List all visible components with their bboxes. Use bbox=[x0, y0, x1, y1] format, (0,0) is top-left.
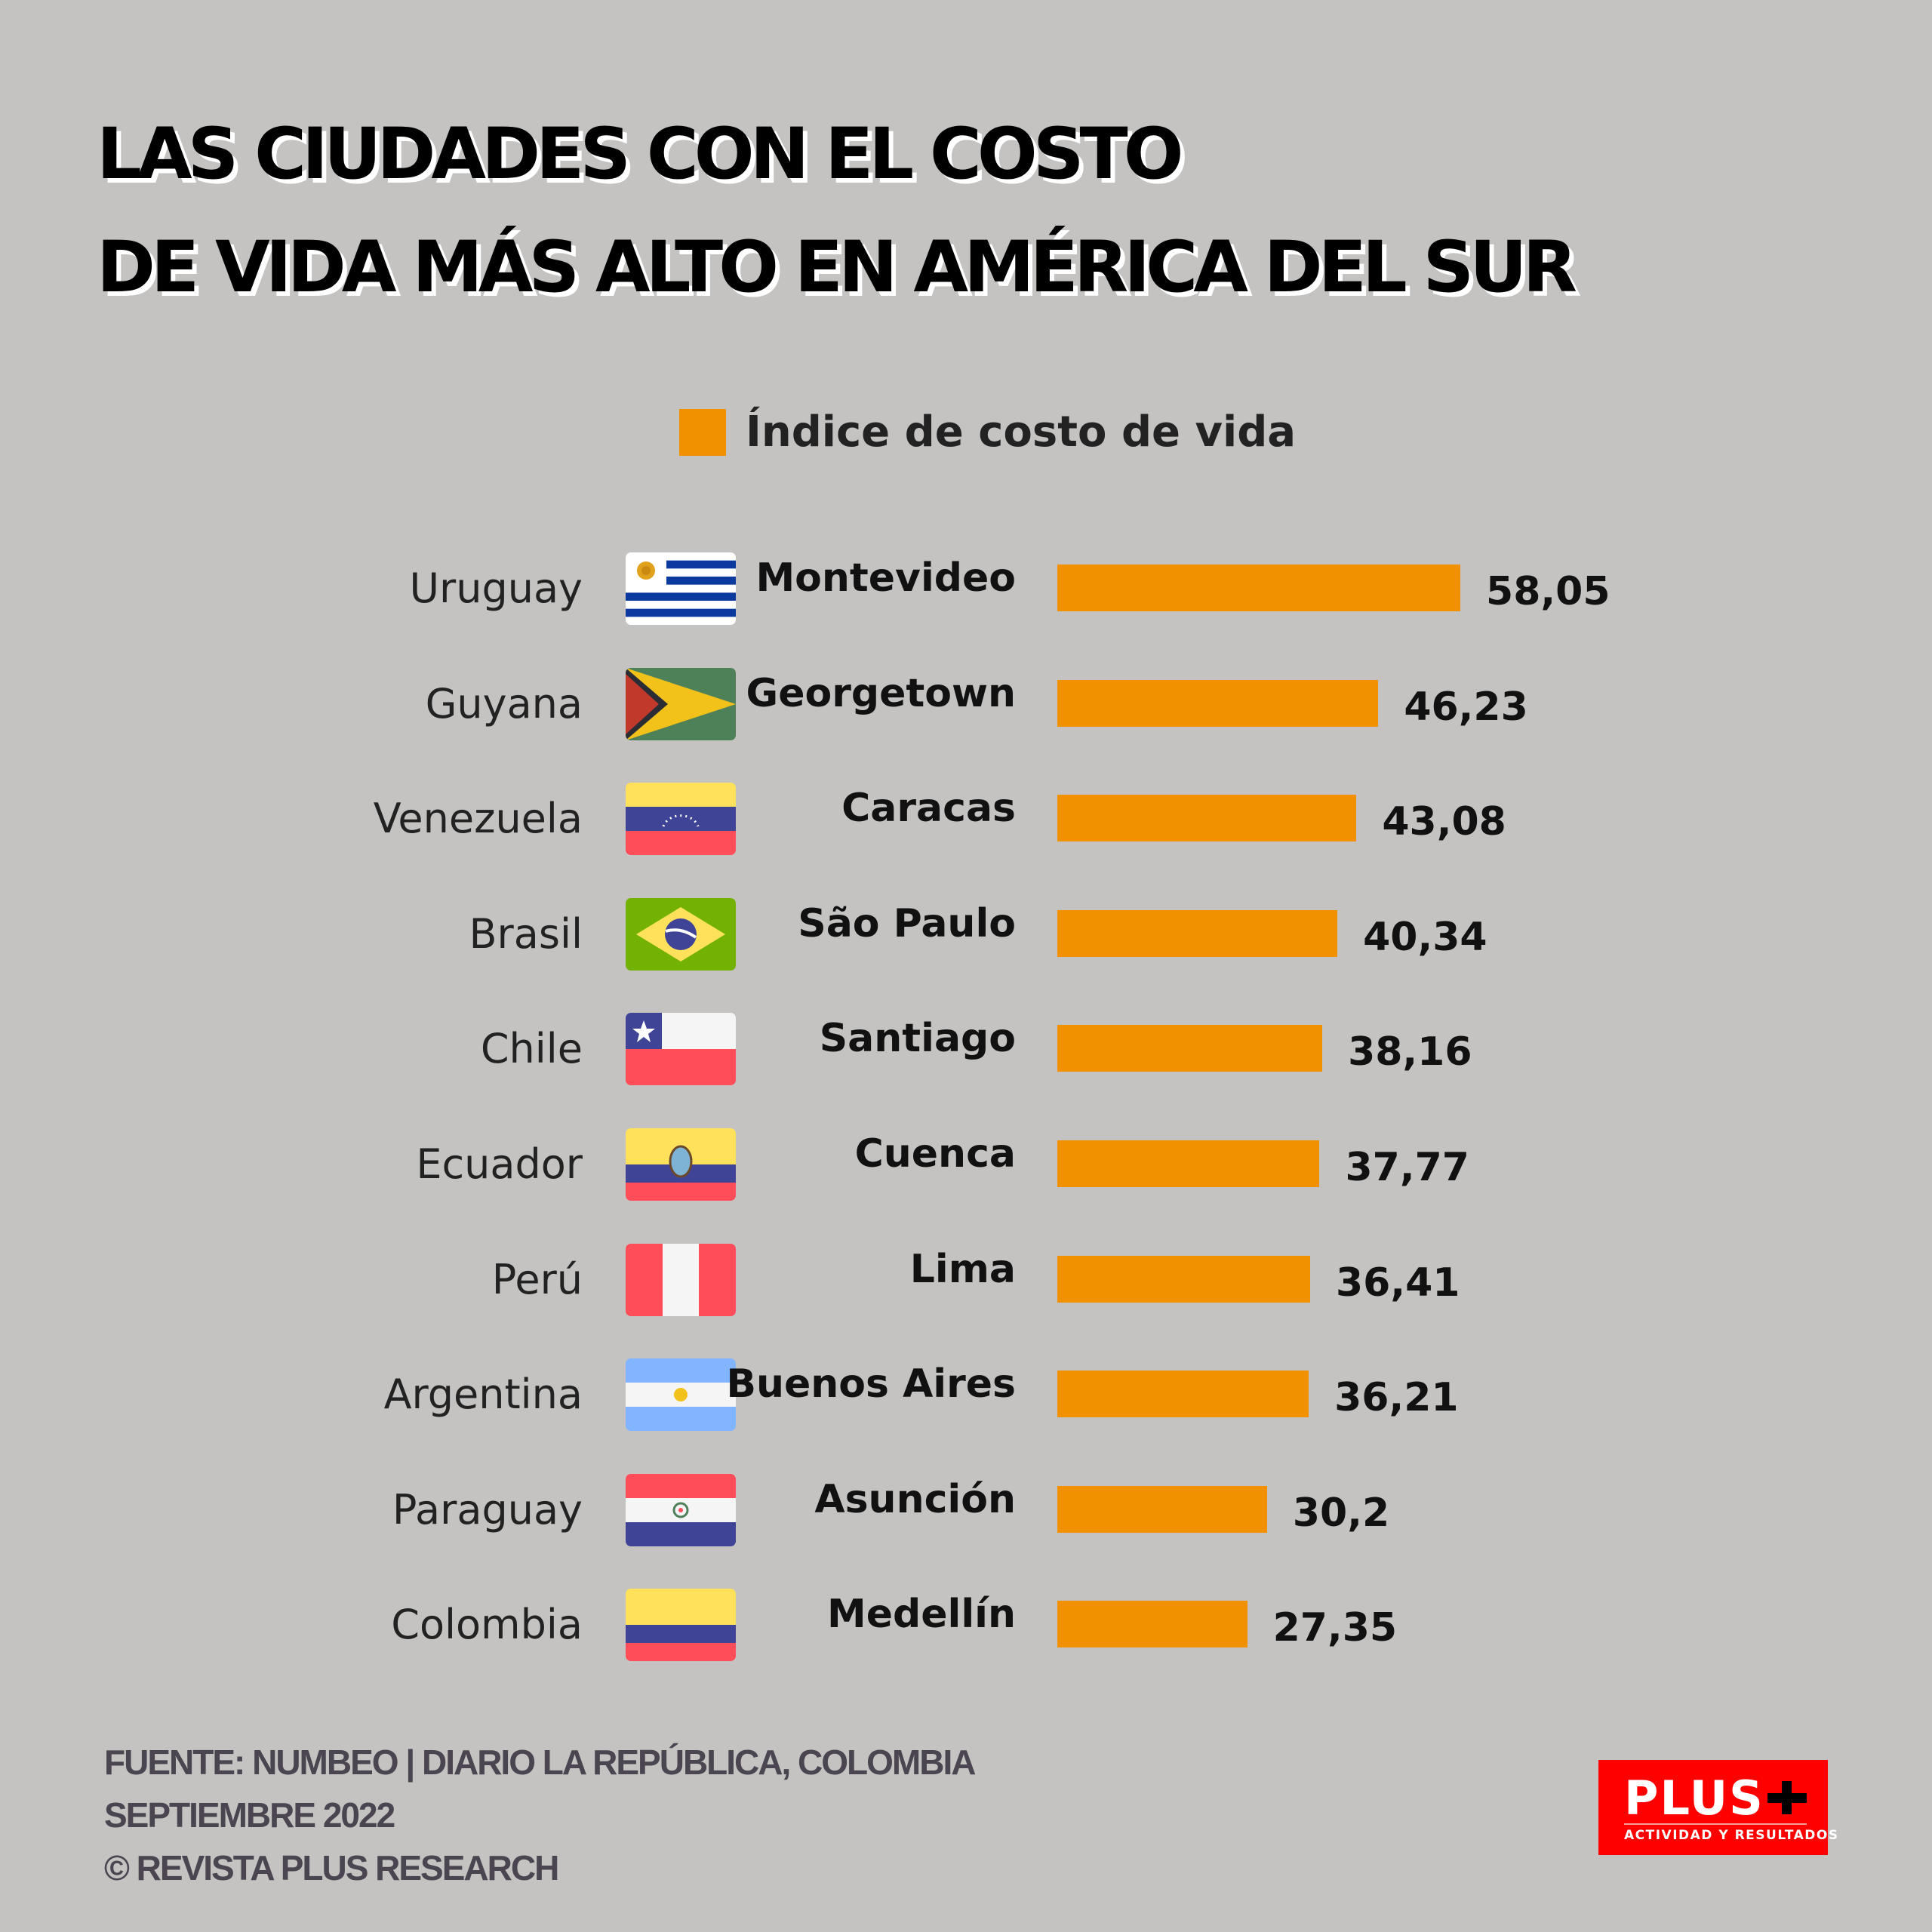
guyana-flag-icon bbox=[626, 667, 736, 740]
bar bbox=[1057, 1140, 1320, 1187]
value-label: 37,77 bbox=[1345, 1145, 1469, 1190]
venezuela-flag-icon bbox=[626, 783, 736, 856]
country-label: Argentina bbox=[383, 1371, 583, 1419]
value-label: 30,2 bbox=[1292, 1490, 1390, 1536]
bar bbox=[1057, 795, 1357, 842]
city-label: Cuenca bbox=[854, 1131, 1016, 1177]
city-label: Caracas bbox=[841, 786, 1016, 832]
legend-swatch bbox=[679, 408, 726, 456]
logo-name: PLUS bbox=[1624, 1770, 1764, 1826]
value-label: 43,08 bbox=[1382, 799, 1506, 845]
bar bbox=[1057, 1255, 1310, 1303]
country-label: Venezuela bbox=[373, 795, 583, 843]
plus-logo: PLUS ACTIVIDAD Y RESULTADOS bbox=[1598, 1760, 1838, 1855]
value-label: 46,23 bbox=[1404, 684, 1528, 730]
city-label: Lima bbox=[909, 1246, 1016, 1292]
chart-row: Perú Lima 36,41 bbox=[0, 1242, 1932, 1318]
bar bbox=[1057, 1601, 1247, 1648]
chile-flag-icon bbox=[626, 1013, 736, 1086]
ecuador-flag-icon bbox=[626, 1128, 736, 1201]
argentina-flag-icon bbox=[626, 1358, 736, 1432]
country-label: Paraguay bbox=[392, 1485, 583, 1534]
value-label: 40,34 bbox=[1363, 914, 1487, 960]
legend: Índice de costo de vida bbox=[679, 408, 1296, 457]
country-label: Guyana bbox=[425, 679, 583, 728]
chart-row: Colombia Medellín 27,35 bbox=[0, 1587, 1932, 1663]
city-label: Santiago bbox=[819, 1016, 1016, 1062]
bar bbox=[1057, 909, 1338, 957]
brazil-flag-icon bbox=[626, 897, 736, 971]
chart-row: Uruguay Montevideo 58,05 bbox=[0, 551, 1932, 626]
footer-source: FUENTE: NUMBEO | DIARIO LA REPÚBLICA, CO… bbox=[104, 1743, 976, 1782]
chart-row: Guyana Georgetown 46,23 bbox=[0, 666, 1932, 742]
country-label: Ecuador bbox=[416, 1140, 583, 1188]
value-label: 36,21 bbox=[1334, 1375, 1459, 1421]
paraguay-flag-icon bbox=[626, 1473, 736, 1546]
bar bbox=[1057, 565, 1461, 611]
peru-flag-icon bbox=[626, 1243, 736, 1316]
footer-date: SEPTIEMBRE 2022 bbox=[104, 1795, 395, 1835]
value-label: 36,41 bbox=[1335, 1260, 1460, 1306]
city-label: São Paulo bbox=[798, 900, 1016, 946]
city-label: Asunción bbox=[814, 1476, 1016, 1522]
title-line-1: LAS CIUDADES CON EL COSTO bbox=[97, 113, 1184, 195]
bar bbox=[1057, 1025, 1323, 1072]
bar bbox=[1057, 679, 1379, 727]
legend-label: Índice de costo de vida bbox=[746, 408, 1297, 457]
chart-row: Argentina Buenos Aires 36,21 bbox=[0, 1357, 1932, 1432]
country-label: Uruguay bbox=[409, 565, 583, 612]
chart-row: Paraguay Asunción 30,2 bbox=[0, 1472, 1932, 1548]
city-label: Medellín bbox=[827, 1592, 1016, 1638]
title-line-2: DE VIDA MÁS ALTO EN AMÉRICA DEL SUR bbox=[97, 226, 1577, 309]
city-label: Georgetown bbox=[746, 670, 1016, 716]
plus-icon bbox=[1767, 1781, 1807, 1814]
colombia-flag-icon bbox=[626, 1589, 736, 1662]
footer: FUENTE: NUMBEO | DIARIO LA REPÚBLICA, CO… bbox=[104, 1736, 976, 1894]
country-label: Brasil bbox=[469, 909, 583, 958]
footer-copyright: © REVISTA PLUS RESEARCH bbox=[104, 1848, 559, 1887]
value-label: 38,16 bbox=[1348, 1029, 1472, 1075]
bar bbox=[1057, 1485, 1267, 1533]
country-label: Chile bbox=[480, 1025, 583, 1073]
country-label: Colombia bbox=[391, 1601, 583, 1649]
uruguay-flag-icon bbox=[626, 552, 736, 625]
value-label: 27,35 bbox=[1272, 1605, 1398, 1651]
city-label: Buenos Aires bbox=[726, 1361, 1016, 1407]
value-label: 58,05 bbox=[1486, 569, 1611, 614]
logo-tagline: ACTIVIDAD Y RESULTADOS bbox=[1624, 1828, 1839, 1843]
chart-row: Chile Santiago 38,16 bbox=[0, 1011, 1932, 1087]
country-label: Perú bbox=[491, 1255, 583, 1303]
chart-row: Ecuador Cuenca 37,77 bbox=[0, 1127, 1932, 1202]
chart-row: Venezuela Caracas 43,08 bbox=[0, 781, 1932, 857]
logo-divider bbox=[1624, 1823, 1807, 1825]
bar bbox=[1057, 1371, 1309, 1418]
city-label: Montevideo bbox=[755, 555, 1016, 601]
chart-row: Brasil São Paulo 40,34 bbox=[0, 897, 1932, 972]
